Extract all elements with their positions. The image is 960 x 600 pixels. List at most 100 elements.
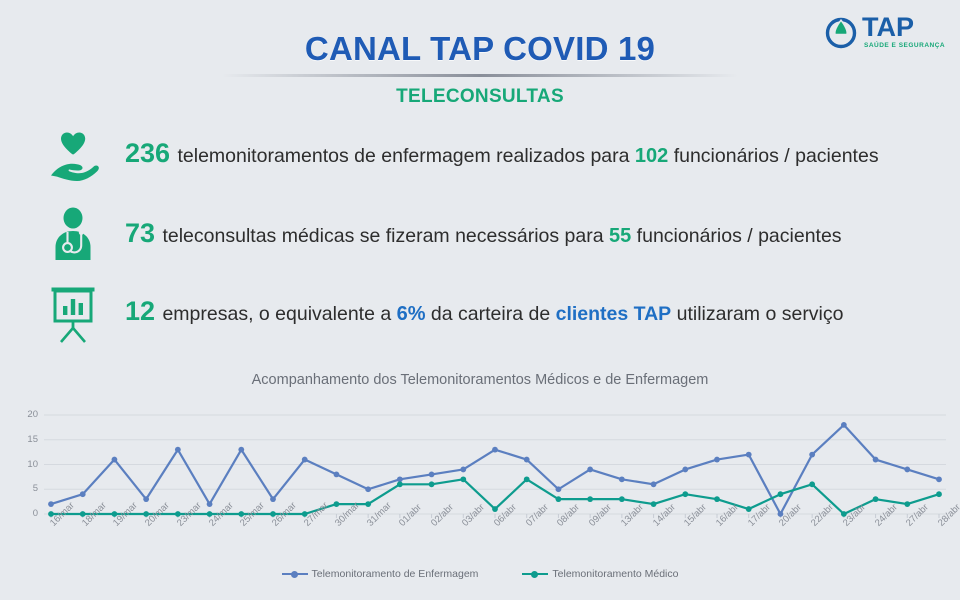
data-point <box>555 496 562 503</box>
stat-row-telemonitoramentos: 236 telemonitoramentos de enfermagem rea… <box>45 126 945 190</box>
logo-tagline: SAÚDE E SEGURANÇA <box>864 42 946 49</box>
presentation-chart-icon <box>45 284 103 346</box>
stat-value-secondary-1: 102 <box>634 145 669 167</box>
stat-text-1: 236 telemonitoramentos de enfermagem rea… <box>125 138 879 171</box>
stat-text-2: 73 teleconsultas médicas se fizeram nece… <box>125 218 842 251</box>
tap-droplet-circle-icon <box>824 14 860 50</box>
data-point <box>301 511 308 517</box>
data-point <box>301 456 308 463</box>
stat-value-secondary-3: 6% <box>396 303 426 325</box>
data-point <box>396 476 403 483</box>
data-point <box>809 481 816 488</box>
page-header: CANAL TAP COVID 19 TELECONSULTAS TAP SAÚ… <box>0 0 960 120</box>
data-point <box>492 506 498 512</box>
data-point <box>714 456 720 463</box>
y-axis-ticks: 20 15 10 5 0 <box>0 372 44 532</box>
y-axis-tick-label: 5 <box>32 483 38 495</box>
data-point <box>809 451 816 458</box>
data-point <box>745 506 752 512</box>
stat-value-secondary-2: 55 <box>609 225 632 247</box>
stat-value-primary-2: 73 <box>125 218 156 248</box>
data-point <box>333 501 340 507</box>
heart-in-hand-icon <box>45 126 103 188</box>
data-point <box>936 491 942 498</box>
chart-title: Acompanhamento dos Telemonitoramentos Mé… <box>251 372 709 388</box>
logo-wordmark: TAP <box>862 12 914 42</box>
data-point <box>523 476 530 483</box>
stat-highlight-3: clientes TAP <box>555 303 672 325</box>
legend-label: Telemonitoramento de Enfermagem <box>311 568 479 580</box>
stat-desc-2a: teleconsultas médicas se fizeram necessá… <box>157 225 610 247</box>
data-point <box>460 466 467 473</box>
legend-label: Telemonitoramento Médico <box>552 568 679 580</box>
data-point <box>174 446 181 453</box>
stat-desc-3c: utilizaram o serviço <box>671 303 844 325</box>
y-axis-tick-label: 0 <box>32 508 38 519</box>
stat-row-empresas: 12 empresas, o equivalente a 6% da carte… <box>45 284 945 348</box>
legend-swatch-icon <box>522 569 549 580</box>
data-point <box>79 491 86 498</box>
title-divider <box>222 74 738 77</box>
stat-value-primary-1: 236 <box>125 138 171 168</box>
data-point <box>428 471 435 478</box>
data-point <box>460 476 467 483</box>
data-point <box>587 466 594 473</box>
data-point <box>333 471 340 478</box>
data-point <box>206 511 213 517</box>
data-point <box>777 511 784 517</box>
data-point <box>492 446 498 453</box>
data-point <box>143 511 150 517</box>
stat-desc-3b: da carteira de <box>425 303 556 325</box>
data-point <box>428 481 435 488</box>
data-point <box>840 511 847 517</box>
data-point <box>587 496 594 503</box>
tap-logo: TAP SAÚDE E SEGURANÇA <box>824 12 946 60</box>
data-point <box>745 451 752 458</box>
data-point <box>523 456 530 463</box>
stat-desc-1b: funcionários / pacientes <box>668 145 879 167</box>
data-point <box>396 481 403 488</box>
chart-legend: Telemonitoramento de Enfermagem Telemonit… <box>0 568 960 580</box>
page-subtitle: TELECONSULTAS <box>396 86 564 107</box>
legend-item-0[interactable]: Telemonitoramento de Enfermagem <box>281 568 479 580</box>
y-axis-tick-label: 20 <box>27 409 38 420</box>
data-point <box>777 491 784 498</box>
data-point <box>270 496 276 503</box>
y-axis-tick-label: 10 <box>27 458 38 470</box>
data-point <box>618 496 625 503</box>
data-point <box>936 476 942 483</box>
stat-text-3: 12 empresas, o equivalente a 6% da carte… <box>125 296 844 329</box>
stat-row-teleconsultas: 73 teleconsultas médicas se fizeram nece… <box>45 206 945 270</box>
legend-item-1[interactable]: Telemonitoramento Médico <box>522 568 678 580</box>
data-point <box>840 422 847 428</box>
data-point <box>111 456 118 463</box>
data-point <box>650 481 657 488</box>
data-point <box>365 501 372 507</box>
data-point <box>174 511 181 517</box>
stat-value-primary-3: 12 <box>125 296 156 326</box>
data-point <box>365 486 372 493</box>
data-point <box>48 501 54 507</box>
series-line-0 <box>49 423 941 516</box>
data-point <box>143 496 150 503</box>
data-point <box>48 511 54 517</box>
data-point <box>206 501 213 507</box>
page-title: CANAL TAP COVID 19 <box>304 30 656 67</box>
stat-desc-1a: telemonitoramentos de enfermagem realiza… <box>172 145 635 167</box>
data-point <box>79 511 86 517</box>
chart-container: Acompanhamento dos Telemonitoramentos Mé… <box>0 372 960 600</box>
legend-swatch-icon <box>281 569 308 580</box>
y-axis-tick-label: 15 <box>27 433 38 445</box>
data-point <box>904 501 911 507</box>
stat-desc-3a: empresas, o equivalente a <box>157 303 397 325</box>
data-point <box>650 501 657 507</box>
data-point <box>682 466 689 473</box>
data-point <box>682 491 689 498</box>
data-point <box>270 511 276 517</box>
line-chart-plot <box>44 414 946 518</box>
data-point <box>618 476 625 483</box>
data-point <box>872 456 879 463</box>
data-point <box>714 496 720 503</box>
data-point <box>238 446 245 453</box>
data-point <box>555 486 562 493</box>
